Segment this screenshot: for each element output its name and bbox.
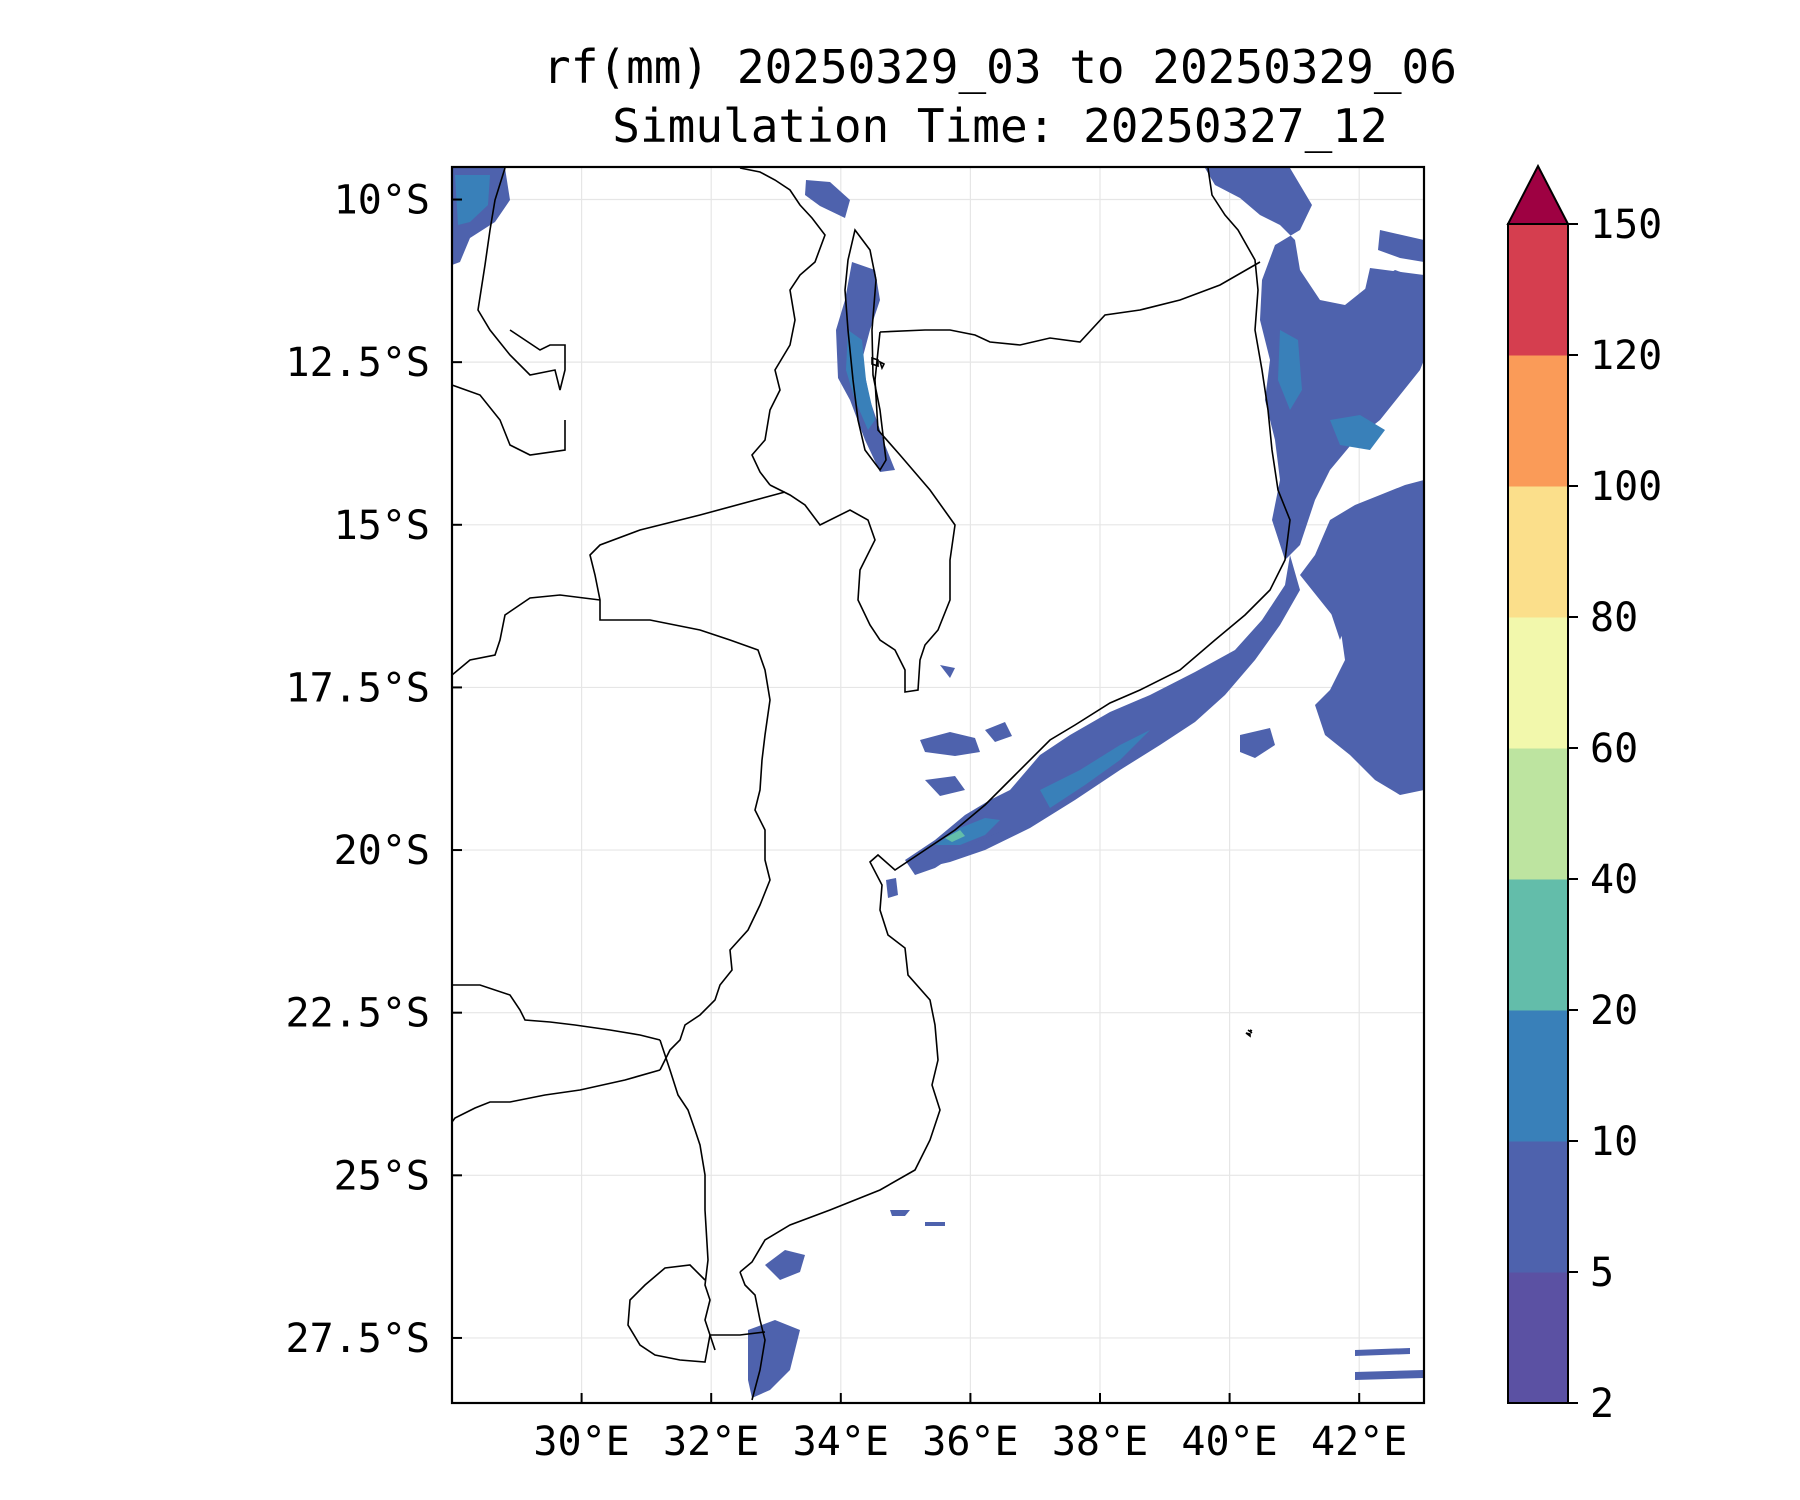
rain-patch-se-corner bbox=[1355, 1348, 1424, 1380]
colorbar-label: 20 bbox=[1590, 988, 1638, 1034]
rain-patch-36e-2 bbox=[985, 722, 1012, 742]
rain-patch-lake-south bbox=[940, 665, 955, 678]
border-zimbabwe-south bbox=[452, 1069, 661, 1123]
lake-malawi bbox=[844, 228, 887, 472]
island-bassas bbox=[1249, 1029, 1253, 1032]
colorbar-label: 100 bbox=[1590, 464, 1662, 510]
x-tick-label: 36°E bbox=[922, 1419, 1018, 1465]
border-sa-east bbox=[710, 1331, 766, 1336]
rain-patch-zambezi bbox=[886, 878, 898, 898]
colorbar-extend-arrow bbox=[1506, 163, 1570, 225]
border-sa-mozambique bbox=[659, 1039, 716, 1351]
geography-layer bbox=[452, 167, 1291, 1401]
rain-patch-37e bbox=[1240, 728, 1275, 758]
x-tick-label: 40°E bbox=[1181, 1419, 1277, 1465]
colorbar: 2 5 10 20 40 60 80 100 120 150 bbox=[1506, 163, 1662, 1427]
x-tick-label: 38°E bbox=[1052, 1419, 1148, 1465]
colorbar-swatch bbox=[1508, 1141, 1568, 1273]
y-tick-label: 17.5°S bbox=[286, 665, 431, 711]
coastline-mozambique bbox=[739, 167, 1291, 1273]
rain-patch-beira-max bbox=[945, 830, 965, 842]
colorbar-swatch bbox=[1508, 1272, 1568, 1404]
border-zimbabwe-north bbox=[452, 594, 601, 676]
colorbar-swatch bbox=[1508, 748, 1568, 880]
colorbar-swatch bbox=[1508, 486, 1568, 618]
rain-patch-lake-malawi-west bbox=[836, 262, 895, 472]
border-tanzania-mozambique bbox=[879, 261, 1261, 346]
x-tick-label: 30°E bbox=[533, 1419, 629, 1465]
colorbar-swatch bbox=[1508, 355, 1568, 487]
rain-patch-36e-3 bbox=[925, 776, 965, 796]
y-tick-label: 15°S bbox=[334, 503, 430, 549]
y-axis: 10°S 12.5°S 15°S 17.5°S 20°S 22.5°S 25°S 27.5°S bbox=[286, 178, 462, 1362]
rain-patch-north-coast bbox=[1205, 168, 1424, 560]
rain-patch-maputo bbox=[765, 1250, 805, 1280]
rain-patch-north-band-1 bbox=[1365, 268, 1424, 300]
island-comoros bbox=[1247, 1029, 1253, 1034]
rain-patch-north-core-2 bbox=[1330, 415, 1385, 450]
rain-patch-inhambane bbox=[890, 1210, 945, 1226]
colorbar-swatch bbox=[1508, 224, 1568, 356]
colorbar-label: 60 bbox=[1590, 726, 1638, 772]
island-europa bbox=[1245, 1032, 1251, 1038]
border-zambia-mozambique bbox=[589, 491, 786, 1071]
colorbar-label: 5 bbox=[1590, 1250, 1614, 1296]
rain-patch-lake-malawi-core bbox=[846, 330, 875, 430]
colorbar-swatch bbox=[1508, 1010, 1568, 1142]
colorbar-label: 150 bbox=[1590, 202, 1662, 248]
y-tick-label: 25°S bbox=[334, 1153, 430, 1199]
y-tick-label: 27.5°S bbox=[286, 1316, 431, 1362]
border-botswana bbox=[452, 984, 661, 1041]
y-tick-label: 12.5°S bbox=[286, 340, 431, 386]
rain-patch-east-offshore-2 bbox=[1330, 530, 1360, 640]
map-frame bbox=[450, 165, 1426, 1405]
colorbar-frame bbox=[1507, 223, 1569, 1404]
x-tick-label: 42°E bbox=[1311, 1419, 1407, 1465]
border-zambia-drc bbox=[477, 167, 566, 391]
map-title-line1: rf(mm) 20250329_03 to 20250329_06 bbox=[543, 40, 1457, 94]
y-tick-label: 10°S bbox=[334, 178, 430, 224]
colorbar-label: 2 bbox=[1590, 1381, 1614, 1427]
border-eswatini bbox=[627, 1264, 711, 1363]
rain-patch-north-core-1 bbox=[1278, 330, 1302, 410]
rainfall-layer bbox=[452, 168, 1424, 1398]
rain-patch-lake-malawi-north bbox=[805, 180, 850, 218]
colorbar-label: 80 bbox=[1590, 595, 1638, 641]
islands-lake bbox=[871, 356, 886, 371]
map-title-line2: Simulation Time: 20250327_12 bbox=[612, 99, 1388, 153]
x-tick-label: 32°E bbox=[663, 1419, 759, 1465]
border-malawi-west bbox=[739, 167, 826, 486]
colorbar-swatch bbox=[1508, 617, 1568, 749]
x-tick-label: 34°E bbox=[793, 1419, 889, 1465]
rain-patch-coastal-band-core bbox=[1040, 730, 1150, 808]
rain-patch-nw-corner-core bbox=[455, 175, 490, 225]
y-tick-label: 22.5°S bbox=[286, 991, 431, 1037]
rain-patch-south-strip bbox=[748, 1320, 800, 1398]
colorbar-swatch bbox=[1508, 879, 1568, 1011]
border-nw-corner bbox=[452, 384, 566, 456]
coastline-south bbox=[739, 1271, 766, 1401]
y-tick-label: 20°S bbox=[334, 828, 430, 874]
border-malawi-east bbox=[769, 331, 956, 693]
colorbar-label: 40 bbox=[1590, 857, 1638, 903]
rain-patch-east-offshore bbox=[1300, 480, 1424, 795]
colorbar-label: 10 bbox=[1590, 1119, 1638, 1165]
rain-patch-north-band-2 bbox=[1378, 230, 1424, 262]
rain-patch-36e-1 bbox=[920, 732, 980, 756]
colorbar-label: 120 bbox=[1590, 333, 1662, 379]
x-axis: 30°E 32°E 34°E 36°E 38°E 40°E 42°E bbox=[533, 1393, 1407, 1465]
